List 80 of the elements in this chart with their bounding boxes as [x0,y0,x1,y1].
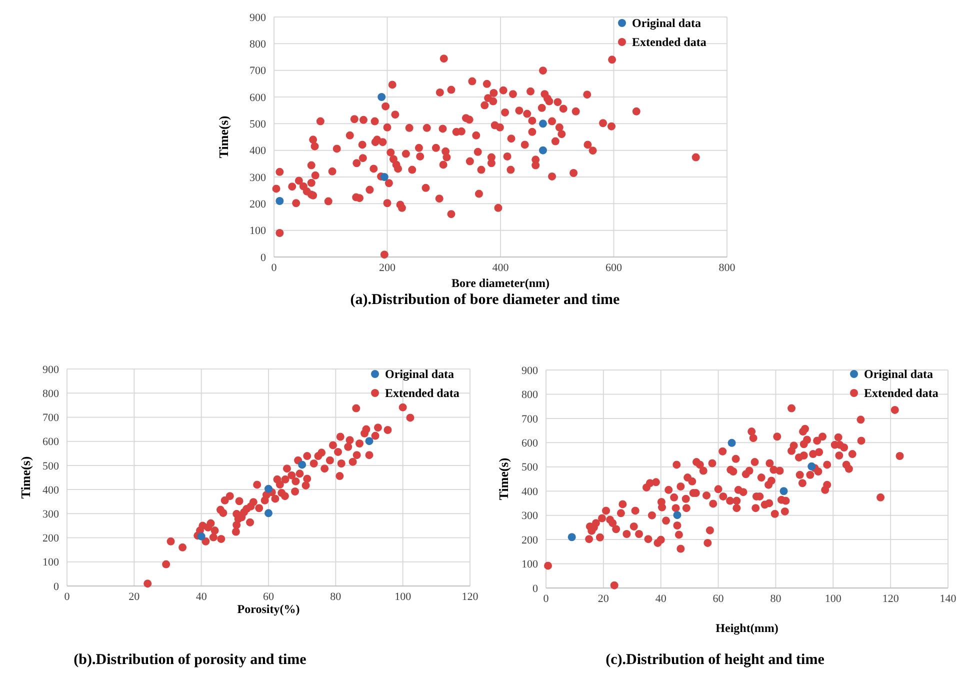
y-tick-label: 200 [250,198,266,211]
y-tick-label: 700 [42,412,60,424]
x-tick-label: 600 [606,262,622,274]
y-tick-label: 400 [42,484,60,496]
y-tick-label: 500 [250,118,266,131]
text: (b).Distribution of porosity and time [74,652,307,668]
x-tick-label: 140 [940,593,957,605]
x-axis-title: Height(mm) [716,621,778,635]
y-tick-label: 0 [54,580,60,593]
x-tick-label: 60 [263,591,274,603]
y-tick-label: 800 [522,389,538,402]
x-tick-label: 0 [543,593,550,605]
y-tick-label: 300 [42,508,60,521]
x-tick-label: 100 [824,593,842,605]
y-tick-label: 200 [522,534,538,546]
point [276,197,284,205]
x-tick-label: 0 [271,262,278,274]
legend-label: Original data [864,367,934,382]
point [808,462,816,470]
x-tick-label: 20 [128,591,140,603]
legend-label: Extended data [385,386,460,400]
y-tick-label: 700 [522,413,538,426]
point [264,509,272,518]
y-axis-title: Time(s) [216,116,231,158]
y-tick-label: 300 [250,172,266,184]
x-tick-label: 0 [64,591,70,603]
legend-label: Extended data [632,35,706,50]
point [673,511,682,520]
x-tick-label: 120 [462,591,479,603]
point [538,120,547,128]
x-tick-label: 400 [492,262,510,274]
point [365,437,374,446]
y-tick-label: 900 [250,12,266,24]
y-tick-label: 400 [522,486,538,498]
x-tick-label: 120 [882,593,900,605]
y-tick-label: 100 [522,558,538,571]
point [197,532,206,540]
y-tick-label: 900 [522,364,538,377]
y-tick-label: 100 [42,556,60,569]
x-tick-label: 80 [770,593,782,605]
y-tick-label: 300 [522,510,538,522]
x-tick-label: 800 [718,262,736,274]
x-tick-label: 20 [598,593,610,605]
y-tick-label: 600 [250,92,266,104]
x-axis-title: Bore diameter(nm) [451,276,550,290]
y-tick-label: 500 [42,460,60,472]
x-axis-title: Porosity(%) [237,602,300,616]
y-tick-label: 200 [42,532,60,545]
x-tick-label: 40 [196,591,208,603]
y-tick-label: 400 [250,145,266,158]
y-axis-title: Time(s) [18,456,33,499]
text: (a).Distribution of bore diameter and time [350,292,620,308]
y-tick-label: 800 [42,388,60,400]
x-tick-label: 100 [394,591,412,603]
point [538,146,547,154]
point [780,487,788,496]
x-tick-label: 60 [712,593,724,605]
y-tick-label: 600 [42,436,60,448]
y-tick-label: 800 [250,38,266,51]
legend-label: Original data [385,367,454,382]
legend-label: Extended data [864,386,938,400]
text: (c).Distribution of height and time [606,652,825,668]
y-tick-label: 100 [250,225,266,238]
y-axis-title: Time(s) [496,458,511,500]
y-tick-label: 600 [522,438,538,450]
y-tick-label: 0 [260,252,266,264]
point [298,460,306,469]
point [380,173,388,181]
legend-label: Original data [632,16,702,30]
x-tick-label: 80 [330,591,342,603]
point [728,438,736,447]
x-tick-label: 40 [655,593,667,605]
y-tick-label: 900 [42,364,60,376]
y-tick-label: 500 [522,462,538,474]
point [264,484,272,493]
point [378,93,386,101]
y-tick-label: 700 [250,65,266,78]
y-tick-label: 0 [532,582,538,595]
x-tick-label: 200 [379,262,396,274]
point [568,533,576,542]
